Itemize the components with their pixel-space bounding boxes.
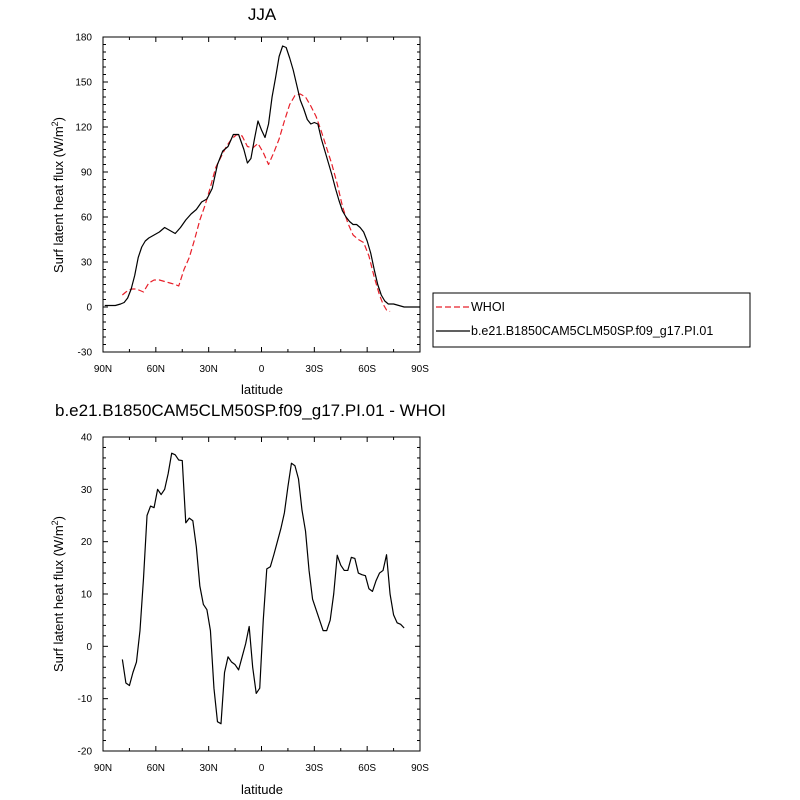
y-tick-label: 40: [81, 433, 93, 444]
y-tick-label: 0: [86, 303, 92, 314]
x-tick-label: 60S: [358, 763, 376, 774]
model-series-line: [121, 452, 405, 725]
y-tick-label: 120: [75, 123, 92, 134]
bottom-y-axis-label: Surf latent heat flux (W/m2): [50, 516, 66, 672]
legend-box: [432, 292, 751, 348]
x-tick-label: 30N: [199, 763, 217, 774]
x-tick-label: 30N: [199, 364, 217, 375]
x-tick-label: 0: [259, 364, 265, 375]
top-x-axis-label: latitude: [241, 382, 283, 397]
y-tick-label: 10: [81, 590, 93, 601]
x-tick-label: 30S: [305, 763, 323, 774]
y-tick-label: -20: [78, 747, 93, 758]
x-tick-label: 90S: [411, 763, 429, 774]
y-tick-label: 20: [81, 537, 93, 548]
top-series-lines: [104, 45, 420, 313]
y-tick-label: -10: [78, 694, 93, 705]
bottom-axis-ticks: 90N 60N 30N 0 30S 60S 90S -20 -10 0 10 20 30 40: [78, 433, 430, 775]
bottom-chart-title: b.e21.B1850CAM5CLM50SP.f09_g17.PI.01 - W…: [55, 401, 446, 420]
legend-label-model: b.e21.B1850CAM5CLM50SP.f09_g17.PI.01: [471, 324, 713, 338]
y-tick-label: 180: [75, 33, 92, 44]
y-tick-label: 30: [81, 258, 93, 269]
bottom-plot-frame: [102, 436, 421, 752]
y-tick-label: 90: [81, 168, 93, 179]
bottom-y-axis-label-main: Surf latent heat flux (W/m: [51, 525, 66, 672]
top-plot-frame: [102, 36, 421, 353]
x-tick-label: 60S: [358, 364, 376, 375]
legend-label-whoi: WHOI: [471, 300, 505, 314]
bottom-panel-difference: b.e21.B1850CAM5CLM50SP.f09_g17.PI.01 - W…: [50, 401, 446, 797]
top-y-axis-label-end: ): [51, 117, 66, 121]
x-tick-label: 60N: [147, 763, 165, 774]
top-y-axis-label: Surf latent heat flux (W/m2): [50, 117, 66, 273]
top-axis-ticks: 90N 60N 30N 0 30S 60S 90S -30 0 30 60 90 120 150 180: [75, 33, 429, 376]
y-tick-label: 150: [75, 78, 92, 89]
top-y-axis-label-main: Surf latent heat flux (W/m: [51, 126, 66, 273]
bottom-y-axis-label-sup: 2: [50, 520, 60, 525]
bottom-y-axis-label-end: ): [51, 516, 66, 520]
x-tick-label: 90S: [411, 364, 429, 375]
top-panel-jja: JJA 90N 60N 30N 0 30S 60S 90S -30 0 30 60 90 120 150 1…: [50, 5, 429, 397]
model-series-line: [104, 45, 420, 308]
y-tick-label: -30: [78, 348, 93, 359]
bottom-x-axis-label: latitude: [241, 782, 283, 797]
y-tick-label: 60: [81, 213, 93, 224]
x-tick-label: 0: [259, 763, 265, 774]
x-tick-label: 90N: [94, 763, 112, 774]
x-tick-label: 90N: [94, 364, 112, 375]
bottom-series-lines: [121, 452, 405, 725]
x-tick-label: 30S: [305, 364, 323, 375]
whoi-series-line: [121, 93, 391, 313]
top-chart-title: JJA: [248, 5, 277, 24]
top-y-axis-label-sup: 2: [50, 121, 60, 126]
top-legend: WHOI b.e21.B1850CAM5CLM50SP.f09_g17.PI.0…: [432, 292, 751, 348]
y-tick-label: 0: [86, 642, 92, 653]
x-tick-label: 60N: [147, 364, 165, 375]
y-tick-label: 30: [81, 485, 93, 496]
